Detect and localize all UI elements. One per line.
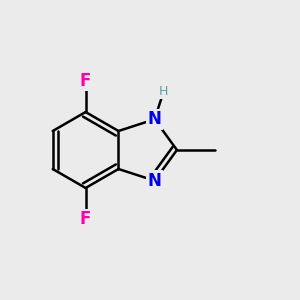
Text: N: N [148, 172, 161, 190]
Text: N: N [148, 110, 161, 128]
Text: F: F [80, 72, 91, 90]
Text: H: H [159, 85, 169, 98]
Text: F: F [80, 210, 91, 228]
